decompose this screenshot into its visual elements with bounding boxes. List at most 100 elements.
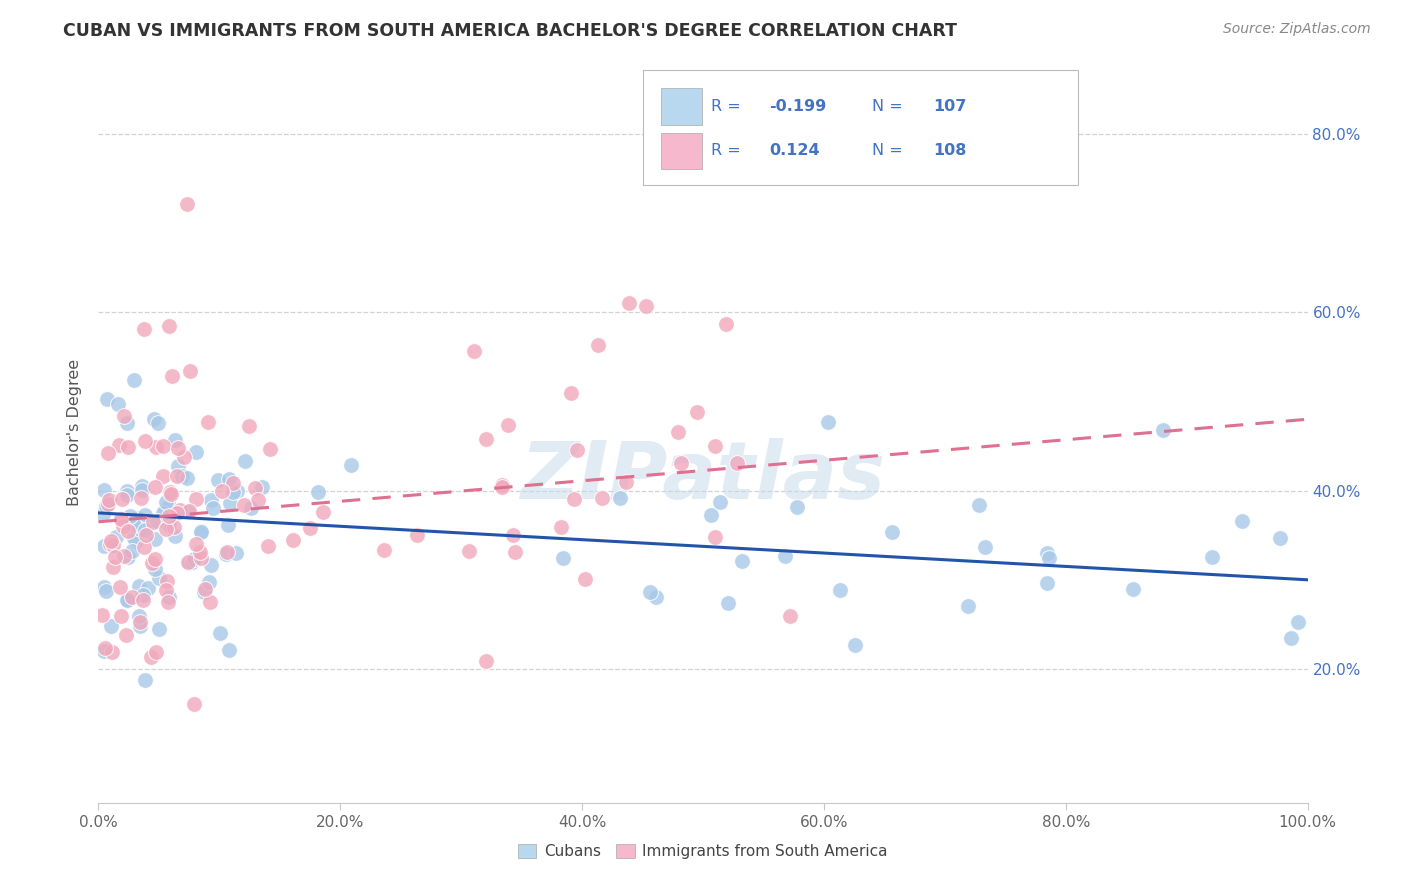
Point	[97, 446, 120, 460]
Point	[110, 608, 132, 623]
Point	[312, 505, 335, 519]
Point	[155, 502, 177, 516]
Point	[125, 534, 148, 549]
Point	[117, 524, 139, 538]
Point	[200, 492, 222, 507]
Point	[172, 468, 194, 483]
Point	[974, 540, 997, 554]
Point	[155, 495, 177, 509]
Point	[614, 475, 637, 490]
Point	[97, 497, 120, 511]
Point	[152, 506, 174, 520]
Point	[183, 552, 205, 566]
Point	[117, 440, 139, 454]
Point	[475, 433, 498, 447]
Point	[1201, 550, 1223, 565]
Point	[215, 545, 238, 559]
Point	[215, 547, 238, 561]
Text: R =: R =	[711, 99, 747, 113]
Point	[93, 539, 115, 553]
Point	[502, 528, 524, 542]
Text: ZIPatlas: ZIPatlas	[520, 438, 886, 516]
Point	[101, 538, 124, 552]
Point	[967, 499, 990, 513]
Point	[1286, 615, 1309, 629]
Point	[100, 534, 122, 549]
Point	[551, 550, 574, 565]
Point	[725, 456, 748, 470]
Point	[115, 416, 138, 430]
Point	[112, 549, 135, 563]
Point	[94, 641, 117, 656]
Point	[226, 484, 249, 499]
Point	[773, 549, 796, 563]
Point	[122, 374, 145, 388]
Point	[186, 537, 208, 551]
Point	[562, 492, 585, 507]
Point	[221, 476, 243, 491]
Point	[146, 514, 169, 528]
Point	[218, 472, 240, 486]
FancyBboxPatch shape	[661, 88, 702, 125]
Point	[211, 483, 233, 498]
Point	[666, 425, 689, 440]
Point	[129, 522, 152, 536]
Point	[115, 592, 138, 607]
Point	[565, 443, 588, 458]
Point	[131, 588, 153, 602]
FancyBboxPatch shape	[661, 133, 702, 169]
Point	[120, 509, 142, 524]
Point	[127, 511, 149, 525]
Point	[233, 454, 256, 468]
Point	[779, 608, 801, 623]
Point	[184, 445, 207, 459]
Point	[166, 459, 188, 474]
Point	[107, 397, 129, 411]
Point	[207, 473, 229, 487]
Text: -0.199: -0.199	[769, 99, 827, 113]
Point	[844, 638, 866, 652]
Text: Source: ZipAtlas.com: Source: ZipAtlas.com	[1223, 22, 1371, 37]
Point	[152, 439, 174, 453]
Point	[550, 519, 572, 533]
Y-axis label: Bachelor's Degree: Bachelor's Degree	[67, 359, 83, 506]
Point	[122, 517, 145, 532]
Point	[1035, 546, 1057, 560]
Legend: Cubans, Immigrants from South America: Cubans, Immigrants from South America	[512, 838, 894, 865]
Point	[155, 574, 177, 588]
Point	[131, 479, 153, 493]
Point	[132, 541, 155, 555]
Point	[475, 654, 498, 668]
Point	[1035, 575, 1057, 590]
Point	[1230, 514, 1253, 528]
Point	[117, 549, 139, 564]
Point	[406, 528, 429, 542]
Point	[503, 544, 526, 558]
Point	[143, 562, 166, 576]
Point	[163, 433, 186, 447]
Text: 107: 107	[932, 99, 966, 113]
Point	[115, 484, 138, 499]
Point	[159, 508, 181, 523]
Point	[703, 439, 725, 453]
Point	[1279, 632, 1302, 646]
FancyBboxPatch shape	[643, 70, 1078, 185]
Point	[619, 296, 641, 310]
Point	[193, 584, 215, 599]
Point	[574, 572, 596, 586]
Point	[104, 530, 127, 544]
Point	[142, 515, 165, 529]
Text: 108: 108	[932, 143, 966, 158]
Point	[259, 442, 281, 456]
Point	[709, 495, 731, 509]
Point	[209, 625, 232, 640]
Point	[190, 524, 212, 539]
Point	[93, 483, 115, 497]
Point	[636, 299, 658, 313]
Point	[1122, 582, 1144, 597]
Text: R =: R =	[711, 143, 751, 158]
Point	[111, 519, 134, 533]
Point	[128, 609, 150, 624]
Point	[786, 500, 808, 514]
Point	[638, 585, 661, 599]
